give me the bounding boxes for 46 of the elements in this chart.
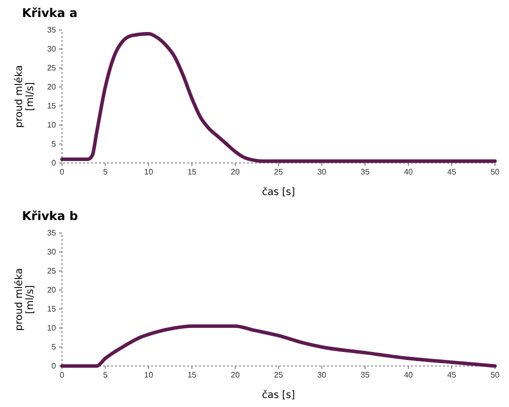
y-tick-label: 25	[47, 64, 57, 73]
y-tick-label: 15	[47, 304, 57, 314]
y-tick-label: 0	[52, 158, 57, 168]
y-tick-label: 35	[47, 26, 57, 35]
chart-title: Křivka b	[22, 209, 78, 223]
x-tick-label: 50	[490, 168, 500, 177]
x-tick-label: 0	[60, 370, 65, 380]
y-axis-title: proud mléka [ml/s]	[14, 268, 36, 331]
y-tick-label: 5	[52, 342, 57, 352]
y-tick-label: 10	[47, 324, 57, 333]
x-tick-label: 5	[103, 168, 108, 177]
y-axis-title: proud mléka [ml/s]	[14, 65, 36, 128]
x-tick-label: 40	[404, 168, 414, 177]
x-tick-label: 45	[447, 370, 457, 380]
y-tick-label: 20	[47, 286, 57, 295]
x-tick-label: 35	[360, 370, 370, 380]
x-tick-label: 15	[187, 168, 197, 177]
y-tick-label: 25	[47, 266, 57, 276]
x-tick-label: 35	[360, 168, 370, 177]
x-tick-label: 30	[317, 370, 327, 380]
x-tick-label: 25	[274, 370, 284, 380]
chart-title: Křivka a	[22, 6, 78, 20]
x-tick-label: 10	[144, 370, 154, 380]
x-tick-label: 40	[404, 370, 414, 380]
y-tick-label: 5	[52, 140, 57, 149]
y-tick-label: 0	[52, 362, 57, 371]
x-tick-label: 0	[60, 168, 65, 177]
x-tick-label: 25	[274, 168, 284, 177]
y-tick-label: 30	[47, 248, 57, 257]
x-axis-title: čas [s]	[262, 187, 296, 198]
line-series	[60, 324, 497, 368]
x-tick-label: 15	[187, 370, 197, 380]
x-tick-label: 20	[230, 370, 240, 380]
x-tick-label: 20	[230, 168, 240, 177]
x-tick-label: 5	[103, 370, 108, 380]
y-tick-label: 10	[47, 120, 57, 130]
y-tick-label: 20	[47, 82, 57, 92]
x-tick-label: 30	[317, 168, 327, 177]
y-tick-label: 30	[47, 44, 57, 54]
x-tick-label: 10	[144, 168, 154, 177]
x-axis-title: čas [s]	[262, 390, 296, 401]
line-series	[60, 32, 497, 163]
x-tick-label: 50	[490, 370, 500, 380]
y-tick-label: 15	[47, 102, 57, 111]
y-tick-label: 35	[47, 228, 57, 238]
x-tick-label: 45	[447, 168, 457, 177]
